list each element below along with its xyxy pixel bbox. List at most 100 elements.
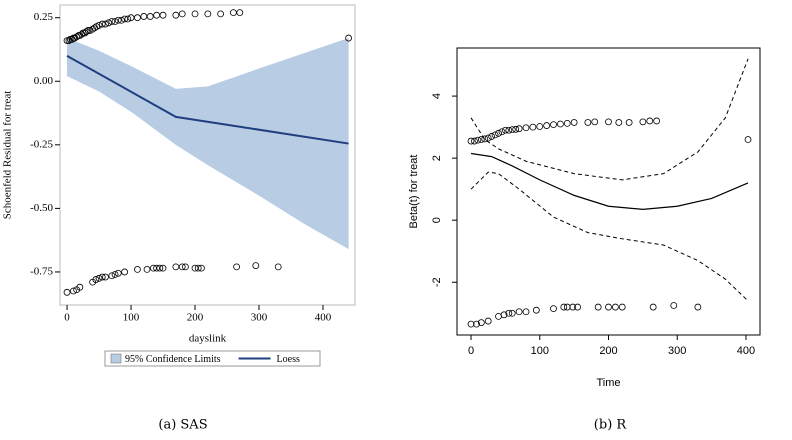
point bbox=[625, 119, 633, 126]
fit-line bbox=[470, 152, 749, 210]
point bbox=[159, 264, 167, 272]
point bbox=[182, 263, 189, 271]
point bbox=[84, 27, 92, 34]
x-tick-label: 300 bbox=[668, 345, 686, 357]
legend-swatch bbox=[110, 353, 122, 364]
plot-area bbox=[470, 58, 749, 302]
point bbox=[102, 20, 109, 28]
y-tick-label: -0.75 bbox=[30, 265, 53, 277]
point bbox=[495, 129, 502, 137]
point bbox=[556, 120, 564, 128]
point bbox=[467, 137, 475, 145]
legend-label: 95% Confidence Limits bbox=[125, 354, 221, 365]
point bbox=[98, 273, 106, 281]
point bbox=[66, 35, 74, 43]
point bbox=[694, 303, 702, 311]
chart: 0 100 200 300 400 -2 0 2 4 Time Beta(t) for treat bbox=[408, 47, 761, 389]
point bbox=[543, 122, 551, 129]
x-tick-label: 400 bbox=[315, 312, 332, 324]
point bbox=[491, 131, 499, 139]
point bbox=[134, 266, 141, 273]
point bbox=[529, 123, 537, 131]
x-axis-title: dayslink bbox=[189, 333, 227, 345]
point bbox=[495, 312, 502, 320]
point bbox=[111, 271, 119, 278]
y-axis-title: Beta(t) for treat bbox=[408, 155, 420, 229]
point bbox=[114, 269, 122, 277]
point bbox=[194, 264, 202, 272]
confidence-band bbox=[67, 38, 349, 250]
point bbox=[198, 264, 205, 272]
x-tick-label: 400 bbox=[737, 345, 755, 357]
x-tick-label: 200 bbox=[599, 345, 617, 357]
x-axis-title: Time bbox=[596, 377, 620, 389]
confidence-line bbox=[470, 171, 749, 302]
point bbox=[484, 134, 492, 142]
point bbox=[143, 266, 151, 273]
y-tick-label: -0.50 bbox=[30, 202, 53, 214]
point bbox=[95, 274, 103, 282]
point bbox=[217, 10, 225, 18]
point bbox=[156, 264, 164, 272]
caption: (a) SAS bbox=[158, 418, 207, 433]
point bbox=[500, 311, 508, 319]
point bbox=[172, 263, 180, 271]
point bbox=[477, 136, 485, 143]
legend-label: Loess bbox=[277, 354, 300, 365]
point bbox=[584, 119, 592, 126]
point bbox=[605, 118, 612, 126]
point bbox=[481, 135, 489, 143]
y-tick-label: -0.25 bbox=[30, 138, 53, 150]
x-tick-label: 0 bbox=[468, 345, 474, 357]
point bbox=[618, 303, 626, 311]
point bbox=[82, 28, 90, 36]
point bbox=[95, 21, 103, 29]
point bbox=[153, 11, 161, 19]
point bbox=[140, 13, 148, 20]
point bbox=[474, 136, 482, 144]
confidence-line bbox=[470, 58, 749, 181]
point bbox=[477, 319, 485, 326]
point bbox=[105, 19, 113, 27]
point bbox=[233, 263, 241, 271]
point bbox=[178, 263, 186, 271]
point bbox=[515, 308, 523, 316]
y-tick-label: 2 bbox=[431, 155, 443, 161]
y-tick-label: 4 bbox=[431, 93, 443, 99]
point bbox=[114, 16, 122, 24]
point bbox=[505, 126, 513, 134]
plot-frame bbox=[456, 47, 761, 336]
point bbox=[172, 11, 180, 19]
point bbox=[471, 137, 478, 145]
point bbox=[108, 272, 116, 280]
x-tick-label: 300 bbox=[251, 312, 268, 324]
point bbox=[505, 309, 513, 317]
fit-line bbox=[66, 54, 349, 145]
point bbox=[522, 308, 530, 316]
point bbox=[501, 126, 509, 134]
point bbox=[560, 303, 568, 311]
point bbox=[76, 283, 84, 291]
point bbox=[191, 10, 199, 18]
point bbox=[159, 11, 167, 19]
point bbox=[563, 119, 571, 127]
point bbox=[574, 303, 581, 311]
caption: (b) R bbox=[594, 418, 628, 433]
point bbox=[70, 287, 77, 295]
point bbox=[563, 303, 571, 311]
point bbox=[345, 34, 353, 42]
plot-frame bbox=[59, 4, 356, 306]
point bbox=[488, 133, 496, 140]
point bbox=[498, 128, 506, 136]
point bbox=[615, 119, 623, 126]
point bbox=[512, 125, 520, 133]
point bbox=[102, 273, 109, 281]
y-tick-label: 0 bbox=[431, 217, 443, 223]
y-tick-label: 0.00 bbox=[34, 75, 54, 87]
point bbox=[744, 136, 752, 143]
point bbox=[653, 117, 661, 125]
point bbox=[591, 118, 599, 126]
point bbox=[611, 303, 619, 311]
point bbox=[532, 306, 540, 314]
point bbox=[204, 10, 212, 18]
